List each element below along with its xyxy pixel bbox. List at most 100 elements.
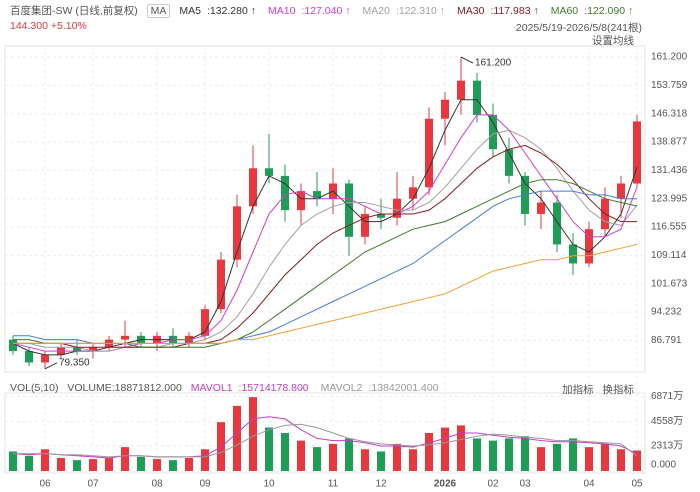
volume-bar [585,447,593,471]
volume-bar [169,460,177,471]
x-tick-label: 02 [487,479,499,490]
y-tick-label: 161.200 [651,52,688,63]
candle-body [393,198,401,218]
legend-value: 132.280 [207,5,256,17]
candle-body [121,335,129,340]
volume-legend-entry: MAVOL1 15714178.800 [191,382,315,394]
volume-bar [457,425,465,471]
volume-buttons: 加指标 换指标 [562,382,640,397]
legend-value: 13842001.400 [368,382,438,394]
annotation-label: 79.350 [59,357,90,368]
volume-bar [297,440,305,471]
switch-indicator[interactable]: 换指标 [602,384,635,396]
header-row: 百度集团-SW (日线,前复权) MA MA5 132.280 MA10 127.04… [10,3,651,18]
y-tick-label: 123.995 [651,193,688,204]
candle-body [265,168,273,176]
candle-body [505,149,513,176]
x-tick-label: 05 [631,479,643,490]
price-label: 144.300 +5.10% [10,20,87,32]
x-tick-label: 06 [39,479,51,490]
volume-bar [89,459,97,471]
y-tick-label: 4558万 [651,416,683,427]
y-tick-label: 146.318 [651,108,688,119]
legend-value: 127.040 [301,5,350,17]
legend-name: MA10 [268,5,296,17]
candle-body [473,80,481,115]
volume-bar [553,443,561,471]
volume-bar [537,447,545,471]
y-tick-label: 86.791 [651,335,682,346]
volume-bar [473,438,481,471]
y-tick-label: 109.114 [651,250,687,261]
volume-bar [105,457,113,471]
candle-body [249,168,257,207]
mavol-line [13,423,638,458]
volume-bar [121,447,129,471]
volume-bar [73,460,81,471]
volume-bar [329,443,337,471]
ma-button[interactable]: MA [146,4,171,18]
volume-bar [521,436,529,471]
candle-body [377,213,385,218]
volume-bar [57,457,65,471]
candle-body [201,309,209,336]
y-tick-label: 94.232 [651,307,682,318]
legend-name: MA60 [550,5,579,17]
volume-bar [41,449,49,471]
volume-bar [9,451,17,471]
mavol-line [12,416,638,459]
y-tick-label: 131.436 [651,165,688,176]
legend-value: 117.983 [490,5,538,17]
volume-bar [617,449,625,471]
y-tick-label: 138.877 [651,137,688,148]
x-tick-label: 04 [583,479,595,490]
y-tick-label: 153.759 [651,80,688,91]
volume-legend-entry: MAVOL2 13842001.400 [321,382,445,394]
volume-bar [345,438,353,471]
candle-body [41,354,49,363]
candle-body [441,99,449,119]
price-frame [4,45,646,373]
candle-body [89,347,97,352]
volume-bar [281,433,289,471]
volume-header: VOL(5,10) VOLUME:18871812.000 MAVOL1 1571… [10,382,451,394]
ma-line [12,114,638,352]
candle-body [617,183,625,199]
ma-line [13,129,638,352]
x-tick-label: 09 [199,479,211,490]
volume-bar [25,455,33,471]
settings-button[interactable]: 设置均线 [592,35,634,47]
y-tick-label: 2313万 [651,441,683,452]
volume-bar [153,459,161,471]
candle-body [281,175,289,211]
range-label: 2025/5/19-2026/5/8(241根) [515,22,642,34]
add-indicator[interactable]: 加指标 [562,384,594,396]
legend: MA5 132.280 MA10 127.040 MA20 122.310 MA30 117.… [179,5,645,17]
volume-bar [441,427,449,471]
annotation-label: 161.200 [475,58,512,69]
ma-line [13,144,637,348]
candle-body [73,347,81,352]
candle-body [457,80,465,100]
candle-body [361,213,369,237]
volume-bar [409,449,417,471]
volume-title: VOL(5,10) [10,382,59,394]
candle-body [585,229,593,264]
x-tick-label: 11 [328,479,339,490]
y-tick-label: 6871万 [651,391,683,402]
candle-body [313,191,321,199]
volume-frame [4,392,646,474]
x-tick-label: 2026 [434,479,457,490]
annotation-arrow [460,56,474,64]
candle-body [25,351,33,363]
volume-bar [425,433,433,471]
y-tick-label: 116.555 [651,222,687,233]
candle-body [345,183,353,237]
candle-body [553,202,561,245]
x-tick-label: 08 [151,479,163,490]
ma-line [12,99,638,356]
x-tick-label: 10 [263,479,275,490]
candle-body [537,202,545,214]
